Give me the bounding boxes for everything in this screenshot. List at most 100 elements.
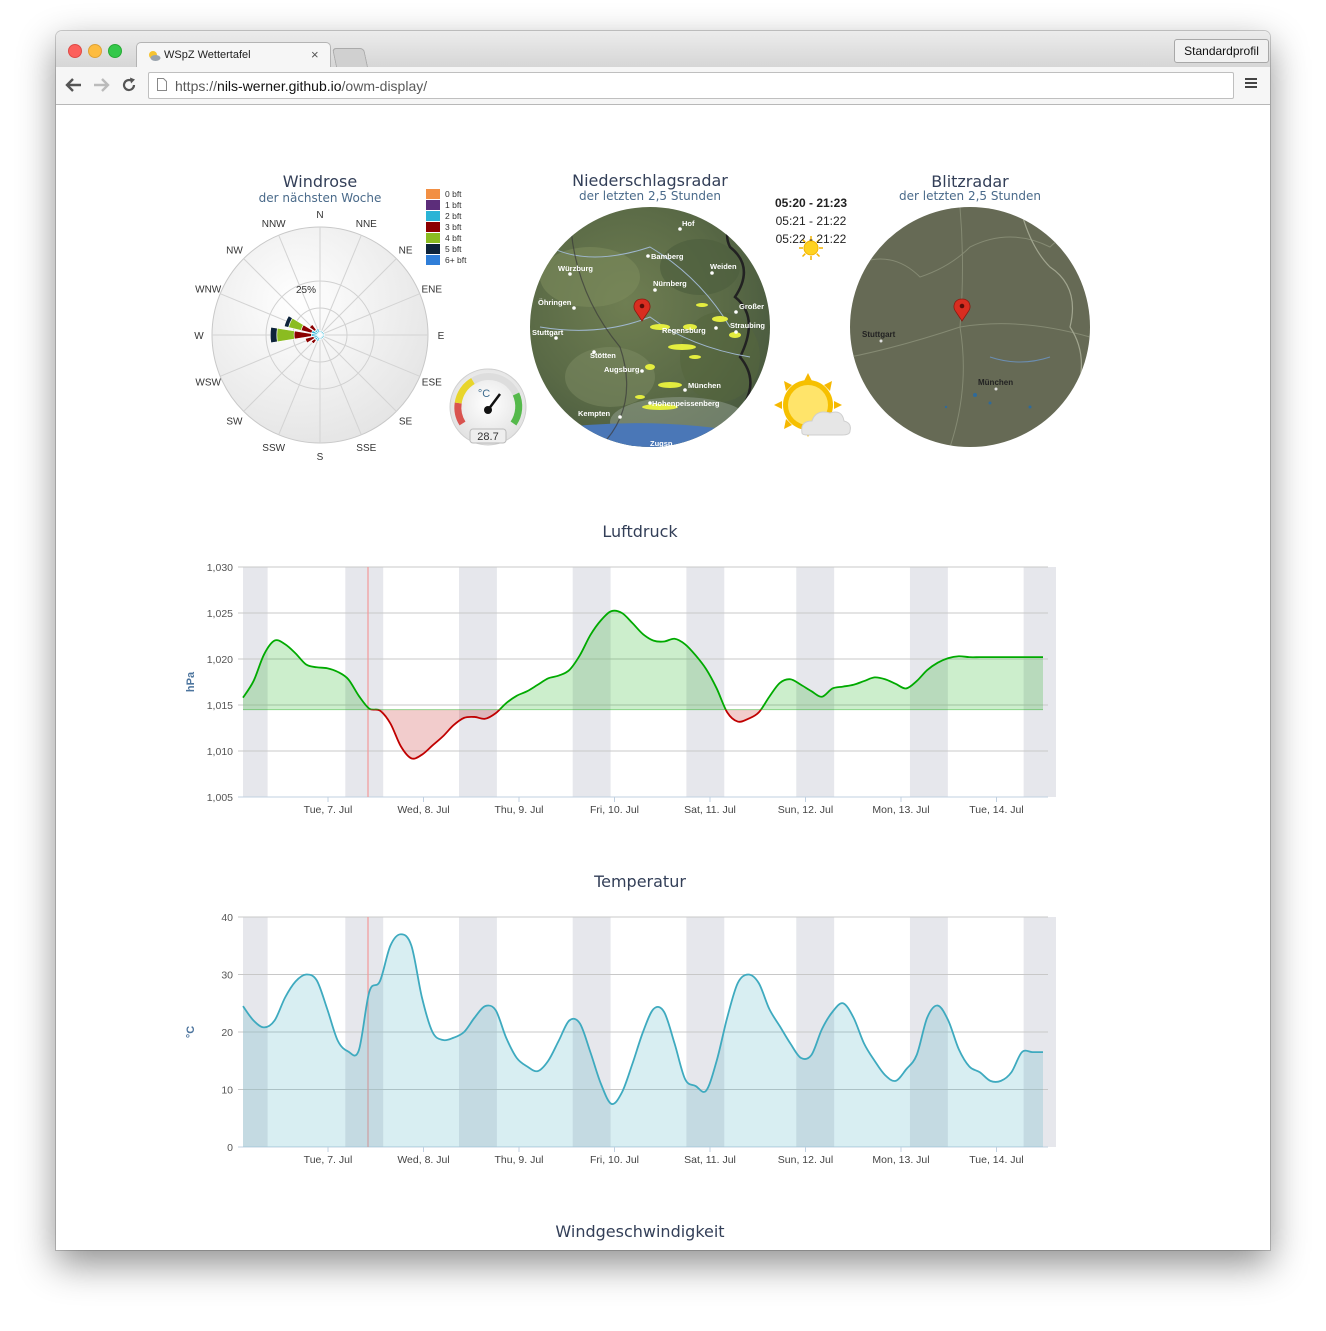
browser-tab[interactable]: WSpZ Wettertafel ×: [136, 42, 331, 69]
windrose-direction-label: WNW: [195, 285, 222, 296]
address-bar[interactable]: https://nils-werner.github.io/owm-displa…: [148, 72, 1234, 99]
browser-toolbar: https://nils-werner.github.io/owm-displa…: [56, 67, 1270, 105]
sun-icon: [799, 236, 823, 260]
radar-city-label: Öhringen: [538, 298, 572, 307]
windrose-spoke: [278, 334, 321, 435]
radar-city-label: Würzburg: [558, 264, 593, 273]
x-tick-label: Sun, 12. Jul: [778, 1154, 833, 1165]
lightning-title: Blitzradar: [931, 172, 1009, 191]
night-band: [459, 567, 497, 797]
y-tick-label: 30: [221, 970, 233, 982]
radar-city-label: Kempten: [578, 409, 611, 418]
radar-title: Niederschlagsradar: [572, 171, 728, 190]
windrose-sector: [320, 335, 324, 339]
precipitation-radar-map[interactable]: Hof Bamberg Würzburg Weiden Nürnberg Öhr…: [530, 207, 770, 447]
windrose-direction-label: SSW: [262, 443, 285, 454]
y-tick-label: 1,020: [207, 654, 233, 666]
lightning-radar-map[interactable]: Stuttgart München: [850, 207, 1090, 447]
windrose-spoke: [319, 334, 362, 435]
radar-city-label: Bamberg: [651, 252, 684, 261]
windrose-direction-label: SE: [399, 417, 413, 428]
browser-window: WSpZ Wettertafel × Standardprofil https:…: [56, 31, 1270, 1250]
windrose-direction-label: W: [194, 331, 204, 342]
windrose-direction-label: SSE: [356, 443, 376, 454]
windrose-spoke: [319, 293, 420, 336]
pressure-chart[interactable]: 1,030 1,025 1,020 1,015 1,010 1,005 hPa Tue, 7.…: [176, 545, 1056, 815]
x-tick-label: Sun, 12. Jul: [778, 804, 833, 815]
y-tick-label: 40: [221, 912, 233, 924]
windrose-sector: [316, 328, 320, 334]
pressure-chart-title: Luftdruck: [602, 522, 678, 541]
legend-label: 6+ bft: [445, 255, 467, 265]
lightning-city-label: Stuttgart: [862, 330, 896, 339]
y-axis-label: °C: [185, 1026, 197, 1038]
y-tick-label: 1,015: [207, 700, 233, 712]
night-band: [243, 567, 268, 797]
y-tick-label: 1,025: [207, 608, 233, 620]
windrose-spoke: [319, 334, 397, 412]
tab-close-icon[interactable]: ×: [311, 47, 319, 62]
x-tick-label: Tue, 14. Jul: [969, 804, 1023, 815]
profile-button[interactable]: Standardprofil: [1174, 39, 1269, 63]
series-area: [243, 934, 1043, 1147]
windrose-spoke: [278, 235, 321, 336]
reload-icon[interactable]: [120, 76, 138, 94]
windrose-direction-label: NE: [399, 245, 413, 256]
windrose-direction-label: S: [317, 452, 324, 461]
sun-times-tomorrow: 05:21 - 21:22: [775, 214, 847, 228]
series-line: [242, 933, 1043, 1105]
sun-times-today: 05:20 - 21:23: [774, 196, 848, 210]
location-pin-icon[interactable]: [633, 298, 651, 322]
new-tab-button[interactable]: [331, 48, 369, 67]
windrose-direction-label: E: [438, 331, 445, 342]
windrose-ring-label: 25%: [296, 285, 316, 296]
windrose-spoke: [243, 334, 321, 412]
radar-city-label: Straubing: [730, 321, 765, 330]
minimize-window-button[interactable]: [88, 44, 102, 58]
windrose-sector: [320, 330, 323, 334]
back-arrow-icon[interactable]: [65, 77, 83, 93]
forward-arrow-icon[interactable]: [92, 77, 110, 93]
windrose-spoke: [319, 334, 420, 377]
temperature-chart[interactable]: 40 30 20 10 0 °C Tue, 7. Jul Wed, 8. Jul Thu, 9.…: [176, 895, 1056, 1165]
menu-icon[interactable]: [1244, 76, 1258, 90]
x-tick-label: Sat, 11. Jul: [684, 1154, 736, 1165]
windrose-direction-label: NNW: [262, 219, 286, 230]
legend-label: 3 bft: [445, 222, 462, 232]
windrose-sector: [320, 331, 324, 335]
x-tick-label: Wed, 8. Jul: [397, 804, 449, 815]
close-window-button[interactable]: [68, 44, 82, 58]
radar-city-label: Stuttgart: [532, 328, 564, 337]
night-band: [1023, 567, 1056, 797]
legend-swatch: [426, 233, 440, 243]
gauge-unit: °C: [478, 388, 490, 400]
title-bar: WSpZ Wettertafel × Standardprofil: [56, 31, 1270, 69]
windrose-direction-label: NNE: [356, 219, 377, 230]
location-pin-icon[interactable]: [953, 298, 971, 322]
url-text[interactable]: https://nils-werner.github.io/owm-displa…: [175, 78, 428, 94]
windrose-chart: N NNE NE ENE E ESE SE SSE S SSW SW WSW W WNW NW NNW 25%: [194, 210, 445, 461]
x-tick-label: Sat, 11. Jul: [684, 804, 736, 815]
windrose-spoke: [319, 235, 362, 336]
x-tick-label: Tue, 7. Jul: [304, 1154, 353, 1165]
y-tick-label: 10: [221, 1085, 233, 1097]
sun-times-day-after: 05:22 - 21:22: [775, 232, 847, 246]
x-tick-label: Thu, 9. Jul: [494, 804, 543, 815]
radar-city-label: Nürnberg: [653, 279, 687, 288]
windrose-sector: [320, 336, 323, 340]
x-tick-label: Thu, 9. Jul: [494, 1154, 543, 1165]
radar-subtitle: der letzten 2,5 Stunden: [578, 189, 721, 203]
legend-swatch: [426, 211, 440, 221]
y-tick-label: 1,005: [207, 792, 233, 804]
radar-city-label: Stötten: [590, 351, 616, 360]
page-icon: [157, 78, 167, 91]
windrose-direction-label: N: [316, 210, 323, 221]
legend-label: 2 bft: [445, 211, 462, 221]
legend-label: 5 bft: [445, 244, 462, 254]
area-below: [371, 709, 762, 759]
maximize-window-button[interactable]: [108, 44, 122, 58]
legend-label: 1 bft: [445, 200, 462, 210]
lightning-subtitle: der letzten 2,5 Stunden: [898, 189, 1041, 203]
series-line-above: [242, 609, 1043, 710]
